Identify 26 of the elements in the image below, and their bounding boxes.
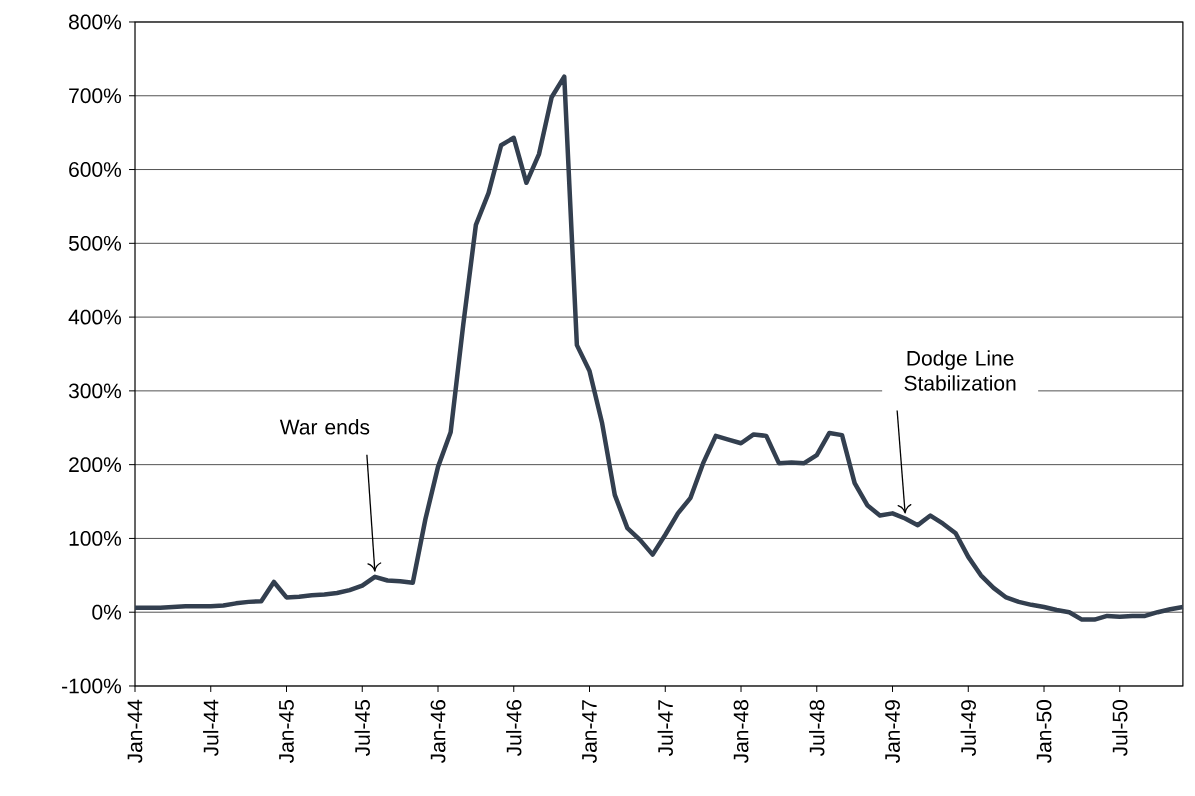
x-tick-label: Jan-48 xyxy=(733,700,749,764)
x-tick-label: Jan-47 xyxy=(582,700,597,764)
y-tick-label: 400% xyxy=(68,309,122,325)
y-tick-label: 200% xyxy=(69,457,122,473)
x-tick-label: Jul-47 xyxy=(657,700,673,757)
x-tick-label: Jul-48 xyxy=(809,700,825,757)
annotation: War ends xyxy=(279,419,370,435)
x-tick-label: Jul-46 xyxy=(506,700,522,757)
y-tick-label: -100% xyxy=(62,678,122,694)
x-tick-label: Jan-45 xyxy=(279,700,294,764)
y-tick-label: 100% xyxy=(69,531,122,546)
x-tick-label: Jan-49 xyxy=(885,700,900,764)
x-tick-label: Jul-45 xyxy=(354,700,370,757)
x-tick-label: Jan-46 xyxy=(430,700,446,764)
y-tick-label: 300% xyxy=(68,383,122,399)
x-tick-label: Jul-50 xyxy=(1112,700,1128,757)
y-tick-label: 0% xyxy=(92,604,122,620)
x-tick-label: Jul-49 xyxy=(960,700,976,757)
y-tick-label: 600% xyxy=(69,162,122,177)
y-tick-label: 500% xyxy=(68,235,122,251)
y-tick-label: 700% xyxy=(69,88,122,104)
y-tick-label: 800% xyxy=(69,14,122,30)
annotation: Dodge Line Stabilization xyxy=(904,350,1016,391)
x-tick-label: Jul-44 xyxy=(203,699,219,757)
x-tick-label: Jan-50 xyxy=(1036,700,1052,764)
x-tick-label: Jan-44 xyxy=(127,699,143,764)
